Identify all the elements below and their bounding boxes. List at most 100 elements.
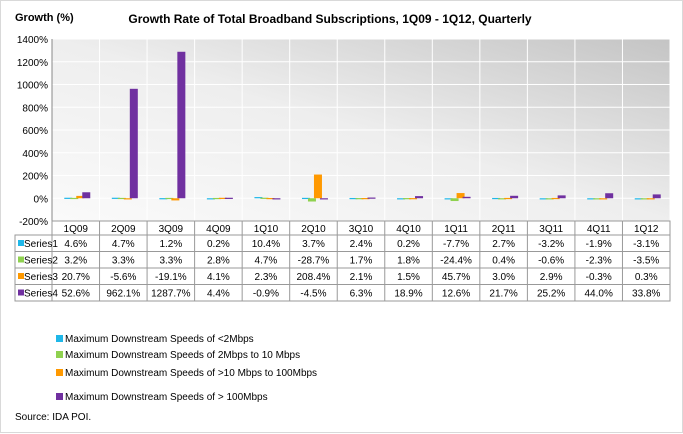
x-tick-label: 4Q09 bbox=[206, 224, 231, 235]
data-label: 4.1% bbox=[207, 272, 230, 283]
data-label: 962.1% bbox=[106, 289, 140, 300]
bar-series2-3q09 bbox=[165, 197, 174, 200]
source-note: Source: IDA POI. bbox=[15, 412, 91, 423]
data-label: -24.4% bbox=[440, 256, 472, 267]
x-tick-label: 1Q10 bbox=[254, 224, 279, 235]
data-label: 0.4% bbox=[492, 256, 515, 267]
bar-series4-3q09 bbox=[177, 51, 186, 199]
data-label: 3.2% bbox=[64, 256, 87, 267]
legend-swatch bbox=[56, 351, 63, 358]
bar-series1-4q10 bbox=[397, 198, 406, 200]
bar-series1-2q10 bbox=[301, 197, 310, 200]
table-row bbox=[14, 284, 671, 302]
bar-series2-1q11 bbox=[450, 198, 459, 202]
bar-series4-4q10 bbox=[415, 196, 424, 199]
data-label: 1.2% bbox=[159, 239, 182, 250]
data-label: 20.7% bbox=[62, 272, 90, 283]
data-label: -4.5% bbox=[300, 289, 326, 300]
bar-series2-2q09 bbox=[117, 197, 126, 200]
series-name: Series2 bbox=[24, 256, 58, 267]
data-label: 44.0% bbox=[585, 289, 613, 300]
x-tick-label: 3Q11 bbox=[539, 224, 563, 235]
bar-series4-2q09 bbox=[129, 88, 138, 199]
data-label: 3.3% bbox=[112, 256, 135, 267]
bar-series2-3q10 bbox=[355, 198, 364, 200]
bar-series4-1q11 bbox=[462, 196, 471, 199]
bar-series3-2q10 bbox=[313, 174, 322, 199]
data-label: 2.9% bbox=[540, 272, 563, 283]
data-label: 4.7% bbox=[112, 239, 135, 250]
bar-series1-2q09 bbox=[111, 197, 120, 199]
data-label: -5.6% bbox=[110, 272, 136, 283]
y-tick-label: 0% bbox=[34, 194, 49, 205]
y-tick-label: -200% bbox=[19, 217, 48, 228]
data-label: -3.2% bbox=[538, 239, 564, 250]
data-label: 3.7% bbox=[302, 239, 325, 250]
data-label: -0.6% bbox=[538, 256, 564, 267]
x-tick-label: 1Q11 bbox=[444, 224, 468, 235]
x-tick-label: 4Q11 bbox=[587, 224, 611, 235]
data-label: 1.7% bbox=[350, 256, 373, 267]
y-tick-label: 1000% bbox=[17, 81, 48, 92]
data-label: 45.7% bbox=[442, 272, 470, 283]
data-label: 4.6% bbox=[64, 239, 87, 250]
data-label: 6.3% bbox=[350, 289, 373, 300]
bar-series4-3q10 bbox=[367, 197, 376, 199]
bar-series1-4q11 bbox=[587, 198, 596, 200]
data-label: 3.3% bbox=[159, 256, 182, 267]
data-label: 4.4% bbox=[207, 289, 230, 300]
y-tick-label: 600% bbox=[22, 126, 48, 137]
bar-series1-3q10 bbox=[349, 197, 358, 200]
data-label: 10.4% bbox=[252, 239, 280, 250]
x-tick-label: 1Q12 bbox=[634, 224, 659, 235]
data-label: 3.0% bbox=[492, 272, 515, 283]
bar-series2-4q10 bbox=[403, 198, 412, 200]
x-tick-label: 2Q11 bbox=[492, 224, 516, 235]
data-label: 0.2% bbox=[397, 239, 420, 250]
data-label: 2.1% bbox=[350, 272, 373, 283]
bar-series2-4q11 bbox=[593, 198, 602, 200]
data-label: 33.8% bbox=[632, 289, 660, 300]
data-label: 2.8% bbox=[207, 256, 230, 267]
bar-series1-2q11 bbox=[492, 197, 501, 200]
bar-series4-3q11 bbox=[557, 195, 566, 199]
series-name: Series3 bbox=[24, 272, 58, 283]
data-label: 2.4% bbox=[350, 239, 373, 250]
x-tick-label: 2Q09 bbox=[111, 224, 136, 235]
bar-series3-3q11 bbox=[551, 197, 560, 200]
bar-series3-1q09 bbox=[76, 195, 85, 199]
bar-series2-3q11 bbox=[545, 198, 554, 200]
bar-series3-4q11 bbox=[599, 198, 608, 200]
legend-entry: Maximum Downstream Speeds of <2Mbps bbox=[65, 334, 254, 345]
bar-series1-1q10 bbox=[254, 197, 263, 199]
bar-series4-1q09 bbox=[82, 192, 91, 199]
data-label: 0.3% bbox=[635, 272, 658, 283]
bar-series3-4q10 bbox=[409, 198, 418, 200]
bar-series2-2q11 bbox=[498, 198, 507, 200]
x-tick-label: 3Q09 bbox=[159, 224, 184, 235]
data-label: 52.6% bbox=[62, 289, 90, 300]
data-label: -0.9% bbox=[253, 289, 279, 300]
bar-series3-2q09 bbox=[123, 198, 132, 200]
legend-entry: Maximum Downstream Speeds of > 100Mbps bbox=[65, 392, 268, 403]
bar-series2-4q09 bbox=[212, 197, 221, 200]
bar-series4-1q12 bbox=[652, 194, 661, 199]
bar-series3-3q09 bbox=[171, 198, 180, 201]
data-label: 2.3% bbox=[255, 272, 278, 283]
series-name: Series4 bbox=[24, 289, 58, 300]
bar-series1-4q09 bbox=[206, 198, 215, 200]
data-label: 208.4% bbox=[297, 272, 331, 283]
y-tick-label: 1400% bbox=[17, 35, 48, 46]
data-label: 1287.7% bbox=[151, 289, 191, 300]
legend-entry: Maximum Downstream Speeds of 2Mbps to 10… bbox=[65, 350, 300, 361]
data-label: 0.2% bbox=[207, 239, 230, 250]
bar-series4-2q11 bbox=[510, 195, 519, 199]
y-tick-label: 200% bbox=[22, 172, 48, 183]
bar-series4-4q11 bbox=[605, 193, 614, 199]
x-tick-label: 4Q10 bbox=[396, 224, 421, 235]
legend-key-series1 bbox=[18, 240, 24, 246]
bar-series2-1q09 bbox=[70, 197, 79, 200]
bar-series3-1q12 bbox=[646, 198, 655, 200]
